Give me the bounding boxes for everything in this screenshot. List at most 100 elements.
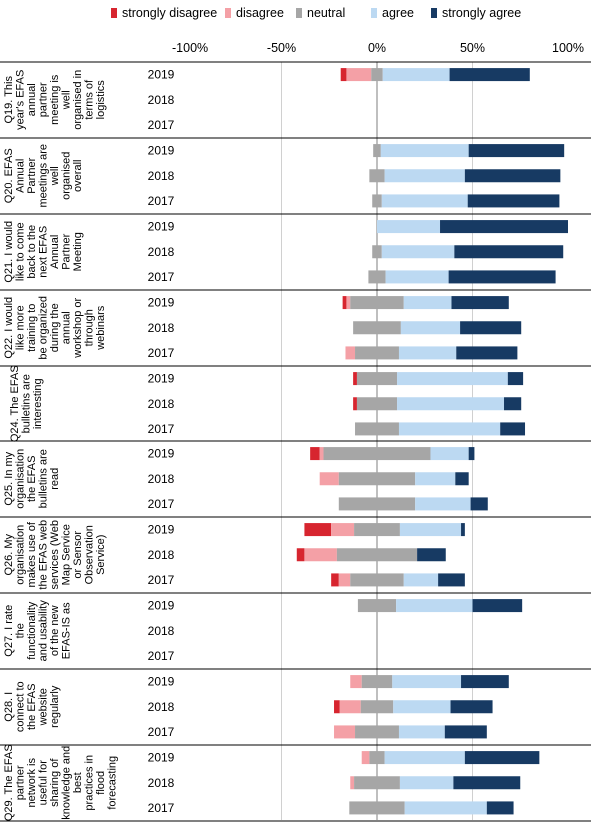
legend-swatch: [225, 8, 231, 18]
bar-strongly-agree: [456, 346, 518, 360]
question-label: organisation: [15, 449, 27, 509]
question-label: annual: [26, 83, 38, 116]
bar-neutral: [357, 599, 397, 613]
legend-swatch: [296, 8, 302, 18]
bar-strongly-agree: [468, 144, 565, 158]
bar-neutral: [371, 68, 383, 82]
question-label: makes use of: [26, 521, 38, 587]
bar-agree: [385, 270, 449, 284]
year-label: 2017: [148, 649, 175, 663]
bar-strongly-agree: [417, 548, 446, 562]
bar-strongly-agree: [467, 194, 560, 208]
year-label: 2018: [148, 548, 175, 562]
bar-disagree: [346, 296, 351, 310]
bar-agree: [398, 422, 501, 436]
legend-label: strongly agree: [442, 6, 521, 20]
year-label: 2018: [148, 245, 175, 259]
bar-neutral: [372, 245, 382, 259]
bar-neutral: [354, 776, 400, 790]
bar-agree: [399, 776, 454, 790]
question-label: Q24. The EFAS: [9, 365, 21, 442]
question-label: back to the: [26, 225, 38, 279]
year-label: 2019: [148, 599, 175, 613]
bar-strongly-agree: [444, 725, 487, 739]
question-label: Q25. In my: [3, 451, 15, 505]
year-label: 2017: [148, 422, 175, 436]
year-label: 2017: [148, 270, 175, 284]
question-label: sharing of: [49, 758, 61, 807]
bar-agree: [381, 194, 468, 208]
year-label: 2019: [148, 372, 175, 386]
question-label: interesting: [32, 378, 44, 429]
bar-strongly-agree: [453, 776, 521, 790]
bar-disagree: [345, 346, 356, 360]
bar-neutral: [338, 497, 416, 511]
bar-disagree: [338, 573, 351, 587]
bar-strongly-agree: [470, 497, 488, 511]
bar-strongly-disagree: [353, 397, 357, 411]
bar-neutral: [373, 144, 381, 158]
bar-agree: [384, 751, 465, 765]
bar-agree: [381, 245, 455, 259]
bar-agree: [384, 169, 465, 183]
bar-neutral: [350, 573, 404, 587]
bar-strongly-agree: [468, 447, 475, 461]
bar-neutral: [356, 372, 398, 386]
bar-strongly-agree: [464, 169, 561, 183]
bar-strongly-agree: [449, 68, 530, 82]
bar-disagree: [319, 472, 339, 486]
question-label: Observation: [84, 525, 96, 584]
question-label: read: [49, 468, 61, 490]
bar-strongly-agree: [438, 573, 465, 587]
bar-strongly-disagree: [340, 68, 347, 82]
bar-neutral: [349, 801, 405, 815]
question-label: like more: [15, 305, 27, 350]
year-label: 2019: [148, 68, 175, 82]
bar-neutral: [361, 675, 393, 689]
question-label: logistics: [95, 80, 107, 120]
bar-neutral: [338, 472, 416, 486]
question-label: Q22. I would: [3, 297, 15, 359]
question-group: Q27. I rate the functionality and usability…: [0, 592, 591, 663]
bar-neutral: [353, 321, 401, 335]
question-label: workshop or: [72, 297, 84, 358]
bar-agree: [382, 68, 450, 82]
question-group: Q29. The EFAS partner network is useful for…: [0, 744, 591, 821]
bar-strongly-disagree: [296, 548, 305, 562]
x-tick-label: 100%: [552, 41, 584, 55]
year-label: 2018: [148, 472, 175, 486]
bar-strongly-agree: [454, 245, 564, 259]
bar-agree: [415, 472, 456, 486]
question-label: Q19. This: [3, 76, 15, 124]
question-label: annual: [61, 311, 73, 344]
bar-agree: [380, 144, 469, 158]
question-group: Q24. The EFAS bulletins are interesting 201…: [0, 365, 591, 442]
question-label: like to come: [15, 222, 27, 281]
question-label: Service): [95, 535, 107, 575]
year-label: 2019: [148, 751, 175, 765]
question-label: Q21. I would: [3, 221, 15, 283]
chart-legend: strongly disagree disagree neutral agree str…: [111, 6, 521, 20]
year-label: 2017: [148, 194, 175, 208]
bar-strongly-disagree: [331, 573, 339, 587]
bar-strongly-agree: [504, 397, 522, 411]
bar-agree: [403, 573, 439, 587]
year-label: 2019: [148, 296, 175, 310]
question-label: partner: [38, 82, 50, 117]
question-group: Q21. I would like to come back to the next …: [0, 213, 591, 284]
bar-neutral: [336, 548, 418, 562]
question-label: useful for: [38, 760, 50, 806]
legend-swatch: [431, 8, 437, 18]
question-label: well: [49, 166, 61, 186]
year-label: 2018: [148, 700, 175, 714]
question-label: connect to: [15, 681, 27, 732]
bar-strongly-agree: [440, 220, 568, 234]
bar-strongly-agree: [507, 372, 524, 386]
legend-label: neutral: [307, 6, 345, 20]
question-label: well: [61, 90, 73, 110]
question-label: webinars: [95, 305, 107, 351]
bar-strongly-agree: [461, 675, 509, 689]
question-label: Annual: [49, 235, 61, 269]
bar-agree: [430, 447, 469, 461]
